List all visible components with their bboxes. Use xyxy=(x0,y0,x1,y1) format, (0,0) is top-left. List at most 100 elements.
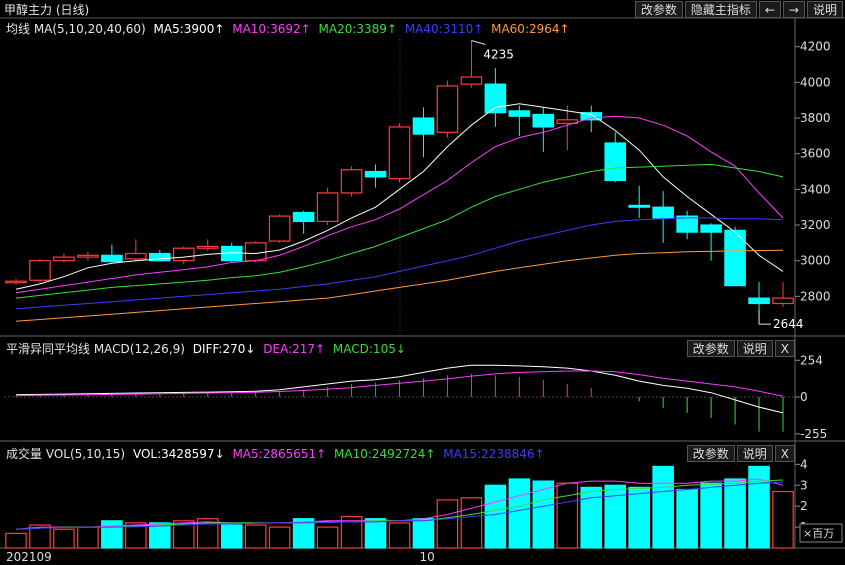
macd-panel-buttons: 改参数 说明 X xyxy=(686,340,795,357)
candle-body xyxy=(196,245,219,249)
vol-unit-label: ×百万 xyxy=(803,527,834,540)
candle-body xyxy=(412,117,435,135)
ma10-value: MA10:3692↑ xyxy=(232,22,311,36)
volume-bar xyxy=(724,478,746,549)
price-tick-label: 3800 xyxy=(800,111,831,125)
candle-body xyxy=(436,85,459,133)
dea-line xyxy=(15,370,784,397)
macd-tick-label: -255 xyxy=(800,427,827,441)
volume-bar xyxy=(532,480,555,549)
vol-edit-params-button[interactable]: 改参数 xyxy=(686,445,735,462)
candle-body xyxy=(388,126,411,180)
chart-title: 甲醇主力 (日线) xyxy=(4,3,90,17)
volume-bar xyxy=(676,488,698,549)
price-tick-label: 3000 xyxy=(800,254,831,268)
ma20-value: MA20:3389↑ xyxy=(318,22,397,36)
volume-bar xyxy=(268,526,291,549)
candle-body xyxy=(316,192,339,223)
vol-value: VOL:3428597↓ xyxy=(132,447,225,461)
candle-body xyxy=(292,211,315,223)
volume-bar xyxy=(484,484,507,549)
ma-line-ma40 xyxy=(15,217,784,310)
volume-bar xyxy=(580,486,603,549)
candle-body xyxy=(604,142,627,182)
candle-body xyxy=(53,256,75,262)
volume-bar xyxy=(220,524,243,549)
volume-bar xyxy=(53,528,75,549)
volume-bar xyxy=(244,524,267,549)
candle-body xyxy=(652,206,674,219)
volume-bar xyxy=(628,486,650,549)
price-tick-label: 3200 xyxy=(800,218,831,232)
vol-close-icon[interactable]: X xyxy=(774,445,795,462)
candle-body xyxy=(460,76,483,85)
vol-legend-label: 成交量 VOL(5,10,15) xyxy=(6,447,126,461)
volume-bar xyxy=(196,518,219,549)
ma-line-ma60 xyxy=(15,249,784,322)
price-tick-label: 2800 xyxy=(800,289,831,303)
candle-body xyxy=(556,119,579,124)
volume-bar xyxy=(101,520,123,549)
volume-bar xyxy=(292,518,315,549)
low-annotation: 2644 xyxy=(773,317,804,331)
vol-help-button[interactable]: 说明 xyxy=(736,445,773,462)
top-toolbar: 改参数 隐藏主指标 ← → 说明 xyxy=(634,1,843,18)
volume-bar xyxy=(748,465,770,549)
volume-bar xyxy=(125,522,147,549)
high-annotation: 4235 xyxy=(483,47,514,61)
volume-bar xyxy=(316,526,339,549)
price-tick-label: 4200 xyxy=(800,40,831,54)
diff-value: DIFF:270↓ xyxy=(192,342,256,356)
candle-body xyxy=(268,215,291,242)
candle-body xyxy=(172,247,195,262)
macd-close-icon[interactable]: X xyxy=(774,340,795,357)
volume-bar xyxy=(604,484,627,549)
candle-body xyxy=(77,254,99,258)
vol-ma5-value: MA5:2865651↑ xyxy=(232,447,327,461)
candle-body xyxy=(149,252,171,262)
candle-body xyxy=(29,260,51,281)
candle-body xyxy=(532,113,555,128)
high-marker-line xyxy=(471,39,486,45)
volume-bar xyxy=(436,499,459,549)
candle-body xyxy=(748,297,770,305)
vol-ma15-value: MA15:2238846↑ xyxy=(443,447,545,461)
ma-legend-label: 均线 MA(5,10,20,40,60) xyxy=(6,22,146,36)
macd-edit-params-button[interactable]: 改参数 xyxy=(686,340,735,357)
ma-line-ma5 xyxy=(15,103,784,290)
macd-help-button[interactable]: 说明 xyxy=(736,340,773,357)
macd-legend: 平滑异同平均线 MACD(12,26,9) DIFF:270↓ DEA:217↑… xyxy=(6,340,410,357)
ma-line-ma10 xyxy=(15,115,784,294)
candle-body xyxy=(244,242,267,262)
vol-tick-label: 4 xyxy=(800,457,808,471)
macd-value: MACD:105↓ xyxy=(332,342,406,356)
macd-tick-label: 254 xyxy=(800,353,823,367)
volume-bar xyxy=(508,478,531,549)
vol-legend: 成交量 VOL(5,10,15) VOL:3428597↓ MA5:286565… xyxy=(6,445,549,462)
vol-ma10-value: MA10:2492724↑ xyxy=(334,447,436,461)
volume-bar xyxy=(149,522,171,549)
candle-body xyxy=(125,252,147,260)
candle-body xyxy=(340,169,363,194)
ma5-value: MA5:3900↑ xyxy=(153,22,225,36)
vol-tick-label: 2 xyxy=(800,499,808,513)
candle-body xyxy=(772,297,794,305)
macd-tick-label: 0 xyxy=(800,390,808,404)
candle-body xyxy=(724,229,746,287)
volume-bar xyxy=(556,482,579,549)
candle-body xyxy=(101,254,123,263)
volume-bar xyxy=(340,516,363,549)
volume-bar xyxy=(5,532,27,549)
ma40-value: MA40:3110↑ xyxy=(404,22,484,36)
volume-bar xyxy=(77,526,99,549)
x-axis-label: 202109 xyxy=(6,550,52,564)
ma60-value: MA60:2964↑ xyxy=(491,22,570,36)
volume-bar xyxy=(388,522,411,549)
ma-line-ma20 xyxy=(15,163,784,299)
volume-bar xyxy=(364,518,387,549)
price-tick-label: 3400 xyxy=(800,182,831,196)
macd-legend-label: 平滑异同平均线 MACD(12,26,9) xyxy=(6,342,185,356)
ma-legend: 均线 MA(5,10,20,40,60) MA5:3900↑ MA10:3692… xyxy=(6,20,574,37)
candle-body xyxy=(580,112,603,121)
